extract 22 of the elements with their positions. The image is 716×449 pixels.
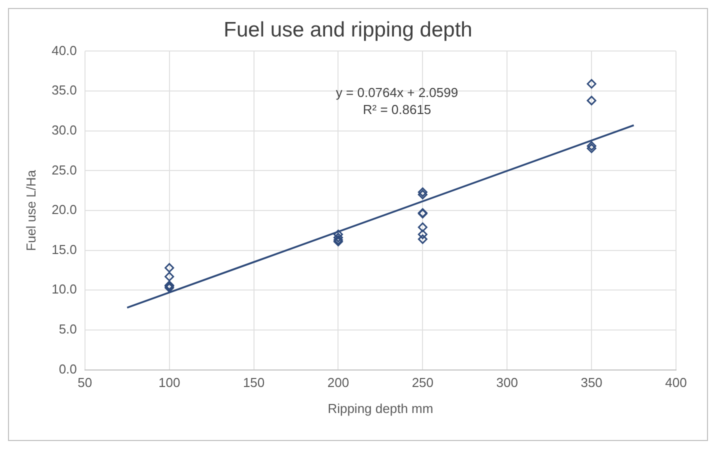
x-tick-label: 300 <box>496 375 518 390</box>
y-tick-label: 35.0 <box>52 82 77 98</box>
y-tick-label: 10.0 <box>52 282 77 297</box>
x-tick-label: 200 <box>327 375 350 390</box>
x-tick-label: 350 <box>580 375 602 390</box>
y-tick-label: 40.0 <box>52 42 77 58</box>
x-tick-label: 100 <box>158 375 180 390</box>
chart-title: Fuel use and ripping depth <box>224 18 472 42</box>
y-axis-title: Fuel use L/Ha <box>23 169 38 251</box>
y-tick-label: 30.0 <box>52 122 77 138</box>
y-tick-label: 20.0 <box>52 202 77 218</box>
x-tick-label: 250 <box>412 375 434 390</box>
x-tick-label: 50 <box>78 375 92 390</box>
annotation: R² = 0.8615 <box>362 102 432 117</box>
y-tick-label: 15.0 <box>52 242 77 257</box>
x-axis-title: Ripping depth mm <box>328 400 434 416</box>
annotation: y = 0.0764x + 2.0599 <box>336 84 458 100</box>
x-tick-label: 400 <box>665 375 687 390</box>
x-tick-label: 150 <box>242 375 265 390</box>
y-tick-label: 0.0 <box>58 361 77 376</box>
y-tick-label: 25.0 <box>52 162 77 178</box>
y-tick-label: 5.0 <box>58 322 77 337</box>
